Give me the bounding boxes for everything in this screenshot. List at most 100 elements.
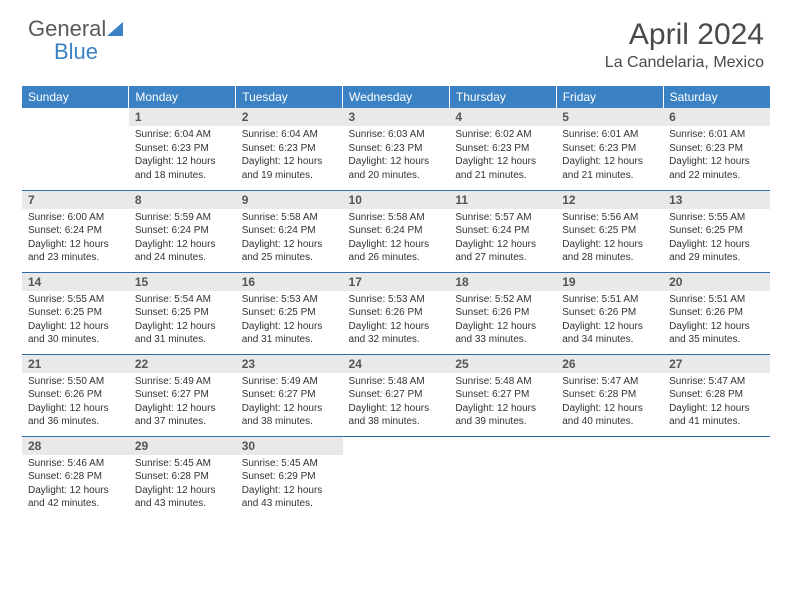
calendar-cell bbox=[663, 436, 770, 518]
logo-part1: General bbox=[28, 16, 106, 41]
calendar-cell bbox=[556, 436, 663, 518]
day-number: 20 bbox=[663, 273, 770, 291]
logo-part2: Blue bbox=[54, 39, 98, 64]
day-number: 9 bbox=[236, 191, 343, 209]
day-number: 4 bbox=[449, 108, 556, 126]
day-details: Sunrise: 5:56 AMSunset: 6:25 PMDaylight:… bbox=[556, 209, 663, 269]
day-number: 22 bbox=[129, 355, 236, 373]
calendar-row: 14Sunrise: 5:55 AMSunset: 6:25 PMDayligh… bbox=[22, 272, 770, 354]
calendar-cell: 13Sunrise: 5:55 AMSunset: 6:25 PMDayligh… bbox=[663, 190, 770, 272]
day-number: 13 bbox=[663, 191, 770, 209]
calendar-cell: 12Sunrise: 5:56 AMSunset: 6:25 PMDayligh… bbox=[556, 190, 663, 272]
calendar-cell: 16Sunrise: 5:53 AMSunset: 6:25 PMDayligh… bbox=[236, 272, 343, 354]
calendar-cell: 2Sunrise: 6:04 AMSunset: 6:23 PMDaylight… bbox=[236, 108, 343, 190]
day-details: Sunrise: 5:45 AMSunset: 6:28 PMDaylight:… bbox=[129, 455, 236, 515]
header: General Blue April 2024 La Candelaria, M… bbox=[0, 0, 792, 80]
day-details: Sunrise: 5:45 AMSunset: 6:29 PMDaylight:… bbox=[236, 455, 343, 515]
calendar-table: SundayMondayTuesdayWednesdayThursdayFrid… bbox=[22, 86, 770, 518]
day-details: Sunrise: 5:47 AMSunset: 6:28 PMDaylight:… bbox=[556, 373, 663, 433]
calendar-cell: 5Sunrise: 6:01 AMSunset: 6:23 PMDaylight… bbox=[556, 108, 663, 190]
location: La Candelaria, Mexico bbox=[605, 54, 764, 72]
day-number: 3 bbox=[343, 108, 450, 126]
day-details: Sunrise: 6:04 AMSunset: 6:23 PMDaylight:… bbox=[129, 126, 236, 186]
day-details: Sunrise: 6:00 AMSunset: 6:24 PMDaylight:… bbox=[22, 209, 129, 269]
calendar-cell: 11Sunrise: 5:57 AMSunset: 6:24 PMDayligh… bbox=[449, 190, 556, 272]
calendar-cell: 17Sunrise: 5:53 AMSunset: 6:26 PMDayligh… bbox=[343, 272, 450, 354]
calendar-cell bbox=[343, 436, 450, 518]
calendar-cell: 25Sunrise: 5:48 AMSunset: 6:27 PMDayligh… bbox=[449, 354, 556, 436]
calendar-cell: 15Sunrise: 5:54 AMSunset: 6:25 PMDayligh… bbox=[129, 272, 236, 354]
calendar-cell: 8Sunrise: 5:59 AMSunset: 6:24 PMDaylight… bbox=[129, 190, 236, 272]
day-number: 29 bbox=[129, 437, 236, 455]
day-number: 5 bbox=[556, 108, 663, 126]
day-details: Sunrise: 5:46 AMSunset: 6:28 PMDaylight:… bbox=[22, 455, 129, 515]
day-details: Sunrise: 5:51 AMSunset: 6:26 PMDaylight:… bbox=[556, 291, 663, 351]
day-details: Sunrise: 6:01 AMSunset: 6:23 PMDaylight:… bbox=[556, 126, 663, 186]
calendar-cell: 14Sunrise: 5:55 AMSunset: 6:25 PMDayligh… bbox=[22, 272, 129, 354]
calendar-row: 7Sunrise: 6:00 AMSunset: 6:24 PMDaylight… bbox=[22, 190, 770, 272]
weekday-header: Thursday bbox=[449, 86, 556, 108]
calendar-body: 1Sunrise: 6:04 AMSunset: 6:23 PMDaylight… bbox=[22, 108, 770, 518]
calendar-row: 28Sunrise: 5:46 AMSunset: 6:28 PMDayligh… bbox=[22, 436, 770, 518]
day-number: 26 bbox=[556, 355, 663, 373]
day-number: 25 bbox=[449, 355, 556, 373]
day-number: 6 bbox=[663, 108, 770, 126]
day-details: Sunrise: 5:49 AMSunset: 6:27 PMDaylight:… bbox=[129, 373, 236, 433]
day-number: 10 bbox=[343, 191, 450, 209]
day-details: Sunrise: 5:58 AMSunset: 6:24 PMDaylight:… bbox=[343, 209, 450, 269]
weekday-header: Monday bbox=[129, 86, 236, 108]
day-details: Sunrise: 6:01 AMSunset: 6:23 PMDaylight:… bbox=[663, 126, 770, 186]
calendar-cell: 19Sunrise: 5:51 AMSunset: 6:26 PMDayligh… bbox=[556, 272, 663, 354]
day-number: 2 bbox=[236, 108, 343, 126]
day-number: 11 bbox=[449, 191, 556, 209]
calendar-cell: 1Sunrise: 6:04 AMSunset: 6:23 PMDaylight… bbox=[129, 108, 236, 190]
day-details: Sunrise: 5:52 AMSunset: 6:26 PMDaylight:… bbox=[449, 291, 556, 351]
day-details: Sunrise: 5:48 AMSunset: 6:27 PMDaylight:… bbox=[449, 373, 556, 433]
day-details: Sunrise: 5:49 AMSunset: 6:27 PMDaylight:… bbox=[236, 373, 343, 433]
day-number: 30 bbox=[236, 437, 343, 455]
month-title: April 2024 bbox=[605, 18, 764, 52]
logo-text: General Blue bbox=[28, 18, 123, 64]
calendar-cell: 27Sunrise: 5:47 AMSunset: 6:28 PMDayligh… bbox=[663, 354, 770, 436]
calendar-row: 1Sunrise: 6:04 AMSunset: 6:23 PMDaylight… bbox=[22, 108, 770, 190]
title-block: April 2024 La Candelaria, Mexico bbox=[605, 18, 764, 72]
weekday-header: Friday bbox=[556, 86, 663, 108]
day-number: 12 bbox=[556, 191, 663, 209]
day-number: 18 bbox=[449, 273, 556, 291]
calendar-cell: 26Sunrise: 5:47 AMSunset: 6:28 PMDayligh… bbox=[556, 354, 663, 436]
calendar-cell: 3Sunrise: 6:03 AMSunset: 6:23 PMDaylight… bbox=[343, 108, 450, 190]
day-details: Sunrise: 5:53 AMSunset: 6:25 PMDaylight:… bbox=[236, 291, 343, 351]
day-details: Sunrise: 5:58 AMSunset: 6:24 PMDaylight:… bbox=[236, 209, 343, 269]
day-number: 7 bbox=[22, 191, 129, 209]
day-details: Sunrise: 5:55 AMSunset: 6:25 PMDaylight:… bbox=[663, 209, 770, 269]
calendar-cell: 22Sunrise: 5:49 AMSunset: 6:27 PMDayligh… bbox=[129, 354, 236, 436]
calendar-cell: 21Sunrise: 5:50 AMSunset: 6:26 PMDayligh… bbox=[22, 354, 129, 436]
day-details: Sunrise: 5:55 AMSunset: 6:25 PMDaylight:… bbox=[22, 291, 129, 351]
day-number: 21 bbox=[22, 355, 129, 373]
day-number: 24 bbox=[343, 355, 450, 373]
weekday-header-row: SundayMondayTuesdayWednesdayThursdayFrid… bbox=[22, 86, 770, 108]
day-details: Sunrise: 6:04 AMSunset: 6:23 PMDaylight:… bbox=[236, 126, 343, 186]
calendar-cell: 20Sunrise: 5:51 AMSunset: 6:26 PMDayligh… bbox=[663, 272, 770, 354]
calendar-cell: 9Sunrise: 5:58 AMSunset: 6:24 PMDaylight… bbox=[236, 190, 343, 272]
calendar-cell: 24Sunrise: 5:48 AMSunset: 6:27 PMDayligh… bbox=[343, 354, 450, 436]
logo-triangle-icon bbox=[107, 22, 123, 36]
day-details: Sunrise: 6:03 AMSunset: 6:23 PMDaylight:… bbox=[343, 126, 450, 186]
day-details: Sunrise: 5:57 AMSunset: 6:24 PMDaylight:… bbox=[449, 209, 556, 269]
day-details: Sunrise: 5:53 AMSunset: 6:26 PMDaylight:… bbox=[343, 291, 450, 351]
calendar-cell: 23Sunrise: 5:49 AMSunset: 6:27 PMDayligh… bbox=[236, 354, 343, 436]
day-number: 1 bbox=[129, 108, 236, 126]
weekday-header: Tuesday bbox=[236, 86, 343, 108]
calendar-cell: 10Sunrise: 5:58 AMSunset: 6:24 PMDayligh… bbox=[343, 190, 450, 272]
calendar-cell: 4Sunrise: 6:02 AMSunset: 6:23 PMDaylight… bbox=[449, 108, 556, 190]
weekday-header: Saturday bbox=[663, 86, 770, 108]
calendar-cell: 28Sunrise: 5:46 AMSunset: 6:28 PMDayligh… bbox=[22, 436, 129, 518]
day-details: Sunrise: 6:02 AMSunset: 6:23 PMDaylight:… bbox=[449, 126, 556, 186]
day-number: 14 bbox=[22, 273, 129, 291]
day-details: Sunrise: 5:54 AMSunset: 6:25 PMDaylight:… bbox=[129, 291, 236, 351]
calendar-cell bbox=[22, 108, 129, 190]
calendar-cell: 29Sunrise: 5:45 AMSunset: 6:28 PMDayligh… bbox=[129, 436, 236, 518]
day-number: 17 bbox=[343, 273, 450, 291]
day-number: 16 bbox=[236, 273, 343, 291]
day-number: 27 bbox=[663, 355, 770, 373]
